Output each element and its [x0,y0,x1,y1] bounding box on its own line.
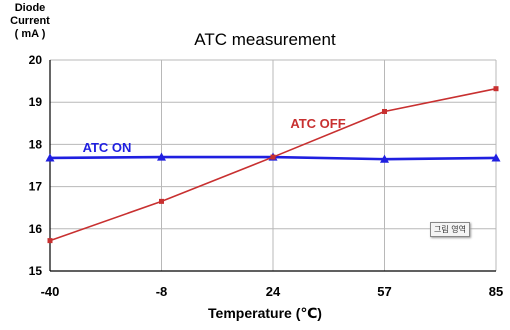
data-point-0 [45,153,55,162]
y-axis-label: Diode Current ( mA ) [4,2,56,41]
y-tick-label: 19 [29,95,43,109]
y-tick-label: 17 [29,180,43,194]
series-label-1: ATC OFF [290,116,345,131]
y-tick-label: 16 [29,222,43,236]
x-tick-label: 24 [266,284,281,299]
data-point-1 [270,154,276,160]
data-point-1 [493,86,499,92]
y-axis-label-line-3: ( mA ) [14,28,46,40]
y-tick-label: 15 [29,264,43,278]
x-tick-label: 85 [489,284,503,299]
y-tick-label: 18 [29,137,43,151]
x-tick-label: 57 [377,284,391,299]
data-point-1 [47,238,53,244]
data-point-0 [491,153,501,162]
data-point-1 [159,198,164,204]
chart-title: ATC measurement [194,30,336,49]
x-tick-label: -8 [156,284,168,299]
x-axis-label: Temperature (℃) [208,305,322,321]
y-axis-label-line-1: Diode [14,2,46,14]
data-point-0 [380,154,389,163]
y-axis-label-line-2: Current [10,15,50,27]
series-label-0: ATC ON [83,140,132,155]
x-tick-label: -40 [41,284,60,299]
plot-area-tag: 그림 영역 [430,222,470,237]
y-tick-label: 20 [29,53,43,67]
data-point-1 [382,108,387,114]
data-point-0 [157,152,166,161]
